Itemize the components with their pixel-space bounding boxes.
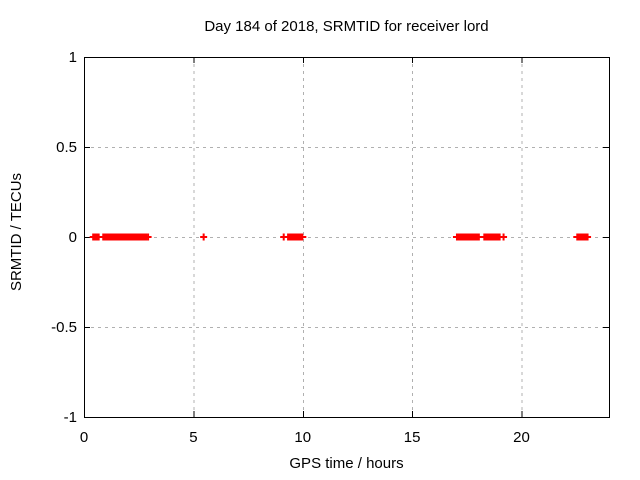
- data-point-plus-marker: [101, 233, 109, 241]
- x-tick-label: 5: [189, 429, 197, 446]
- x-tick-label: 10: [294, 429, 311, 446]
- y-tick-label: 1: [69, 49, 77, 66]
- y-tick-label: 0: [69, 229, 77, 246]
- data-point-plus-marker: [144, 233, 152, 241]
- x-tick-label: 0: [80, 429, 88, 446]
- x-tick-label: 20: [513, 429, 530, 446]
- y-tick-label: -1: [64, 409, 77, 426]
- data-point-plus-marker: [89, 233, 97, 241]
- y-tick-label: -0.5: [51, 319, 77, 336]
- x-tick-label: 15: [404, 429, 421, 446]
- data-cluster: [455, 233, 480, 241]
- data-point-plus-marker: [500, 233, 508, 241]
- chart-title: Day 184 of 2018, SRMTID for receiver lor…: [204, 18, 489, 35]
- data-cluster: [105, 233, 148, 241]
- data-cluster: [483, 233, 501, 241]
- data-cluster: [287, 233, 304, 241]
- data-point-plus-marker: [280, 233, 288, 241]
- x-axis-label: GPS time / hours: [289, 455, 404, 472]
- data-cluster: [576, 233, 588, 241]
- y-tick-label: 0.5: [56, 139, 77, 156]
- data-point-plus-marker: [584, 233, 592, 241]
- data-point-plus-marker: [200, 233, 208, 241]
